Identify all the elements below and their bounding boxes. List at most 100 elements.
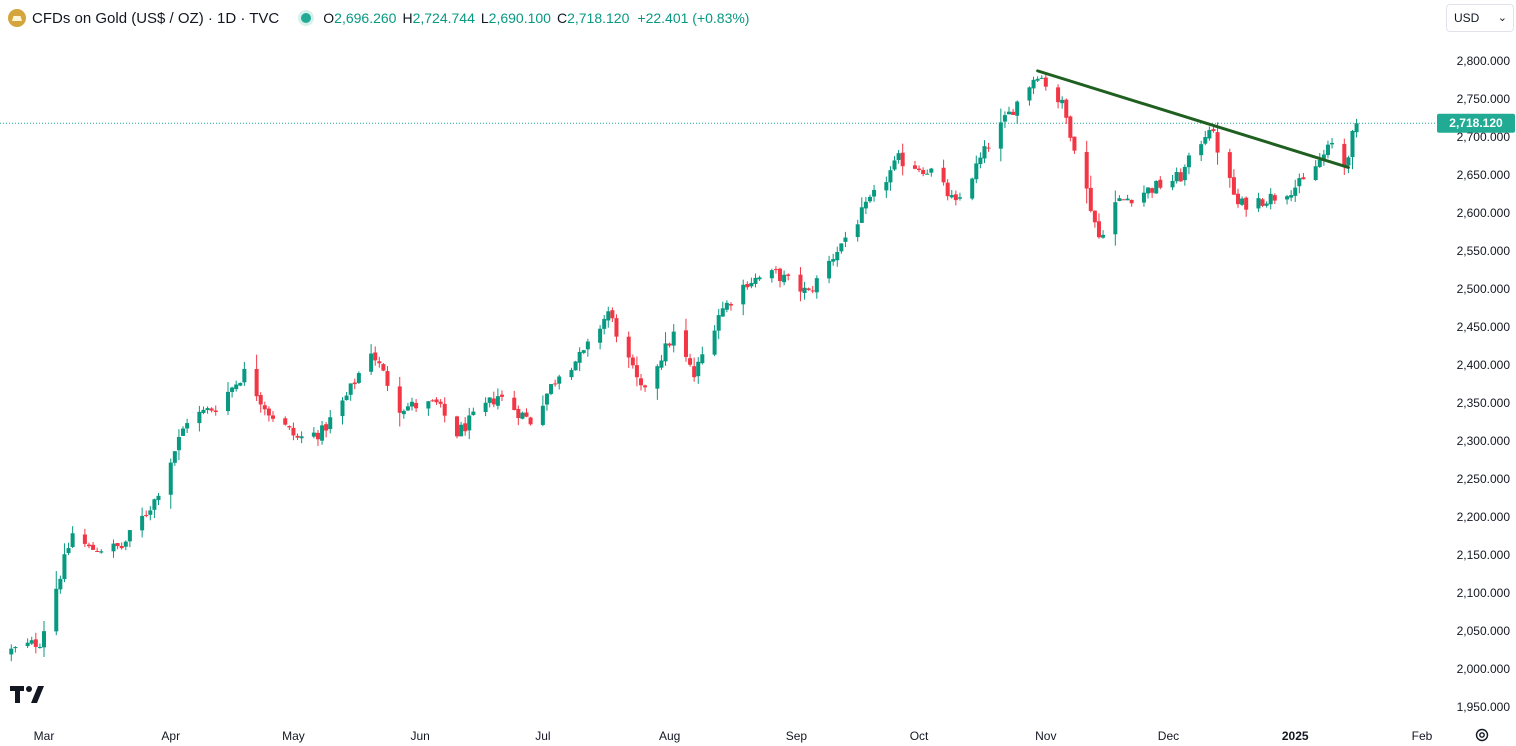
candle-body — [683, 330, 688, 357]
candle-body — [266, 408, 271, 416]
candle-body — [1154, 180, 1159, 194]
time-axis[interactable]: Mar Apr May Jun Jul Aug Sep Oct Nov Dec 2025 Feb — [34, 729, 1433, 743]
candle — [512, 390, 517, 411]
candle — [1007, 106, 1012, 115]
candle-body — [630, 357, 635, 366]
candle-body — [1264, 203, 1269, 206]
candle — [213, 405, 218, 416]
candle-body — [495, 396, 500, 406]
candle — [356, 371, 361, 384]
candle — [716, 308, 721, 340]
candle-body — [544, 393, 549, 405]
candle — [872, 184, 877, 202]
candle-body — [66, 548, 71, 554]
candle-body — [1096, 221, 1101, 238]
y-tick-label: 2,350.000 — [1457, 396, 1511, 410]
candle — [1174, 167, 1179, 184]
candle — [1117, 195, 1122, 202]
y-tick-label: 2,000.000 — [1457, 662, 1511, 676]
candle-body — [843, 237, 848, 242]
candle-body — [1129, 199, 1134, 204]
candle — [283, 416, 288, 426]
candle-body — [385, 371, 390, 386]
candle — [1121, 199, 1126, 201]
last-price-label: 2,718.120 — [1449, 116, 1503, 130]
candle — [54, 571, 59, 636]
candle — [1227, 148, 1232, 188]
candle — [58, 575, 63, 594]
candle-body — [1043, 77, 1048, 87]
candle-body — [516, 408, 521, 419]
candle — [630, 354, 635, 369]
candle-body — [569, 370, 574, 378]
candle-body — [287, 426, 292, 428]
candle-body — [499, 394, 504, 397]
candle — [1313, 160, 1318, 181]
candle — [1325, 140, 1330, 159]
tradingview-logo[interactable] — [10, 686, 46, 704]
candle-body — [1313, 166, 1318, 180]
candle — [86, 542, 91, 549]
trendline[interactable] — [1036, 69, 1350, 169]
candle — [516, 405, 521, 426]
candle — [978, 152, 983, 169]
candle — [982, 140, 987, 164]
candle — [1158, 176, 1163, 190]
gold-icon[interactable] — [8, 9, 26, 27]
candle-body — [1231, 177, 1236, 195]
candle — [663, 332, 668, 366]
candle-body — [172, 451, 177, 463]
candle-body — [688, 358, 693, 365]
candle — [1285, 194, 1290, 205]
candle — [917, 165, 922, 173]
candle — [524, 408, 529, 418]
candle-body — [1260, 199, 1265, 206]
candle-body — [463, 423, 468, 432]
candle — [119, 542, 124, 550]
candle-body — [127, 530, 132, 542]
candle-body — [340, 400, 345, 417]
candle-body — [720, 308, 725, 317]
candle-body — [41, 631, 47, 648]
candle-body — [33, 639, 38, 647]
candle — [835, 246, 840, 267]
symbol-title[interactable]: CFDs on Gold (US$ / OZ) · 1D · TVC — [32, 9, 280, 27]
candle-body — [839, 243, 844, 252]
candle-body — [753, 277, 758, 284]
candle-body — [1207, 130, 1212, 139]
candle-body — [1227, 152, 1232, 178]
candle-body — [295, 435, 300, 438]
candle — [626, 331, 631, 369]
candle — [843, 231, 848, 248]
candle-body — [1084, 151, 1089, 189]
trendline-layer[interactable] — [1036, 69, 1350, 169]
candle — [655, 364, 660, 400]
price-axis[interactable]: 2,800.000 2,750.000 2,700.000 2,650.000 2,60… — [1457, 54, 1511, 714]
candle — [262, 401, 267, 416]
candle-body — [1325, 144, 1330, 156]
candle-body — [1256, 198, 1261, 209]
candle — [741, 279, 746, 316]
candle-body — [810, 290, 815, 292]
currency-select[interactable]: USD ⌄ — [1446, 4, 1514, 32]
x-tick-label: Jul — [535, 729, 550, 743]
candle-body — [728, 303, 733, 306]
candle — [1215, 122, 1220, 165]
settings-icon[interactable] — [1473, 726, 1491, 744]
low-value: 2,690.100 — [488, 10, 551, 26]
candle — [99, 549, 104, 554]
candle-body — [401, 410, 406, 415]
candle-body — [863, 201, 868, 209]
candle — [201, 406, 206, 415]
candle — [369, 344, 374, 375]
candle-body — [1293, 187, 1298, 196]
candle — [176, 429, 181, 460]
candle — [1064, 98, 1069, 124]
last-price-label-layer: 2,718.120 — [1437, 113, 1515, 133]
candle — [974, 155, 979, 184]
candle-body — [814, 278, 819, 293]
candle-body — [438, 401, 443, 404]
candle-body — [949, 195, 954, 198]
close-label: C — [556, 10, 568, 26]
